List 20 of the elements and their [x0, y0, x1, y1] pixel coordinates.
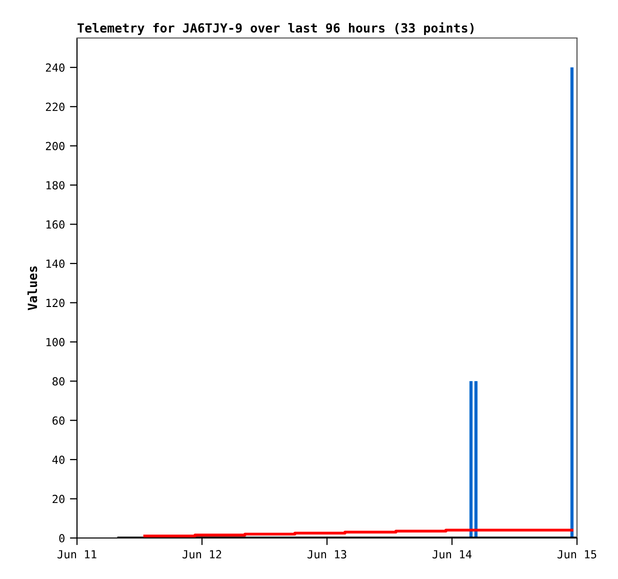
y-axis-title: Values: [27, 266, 38, 310]
y-tick-label: 20: [52, 494, 64, 504]
y-tick-label: 180: [46, 181, 64, 190]
chart-title: Telemetry for JA6TJY-9 over last 96 hours (33 points): [78, 22, 474, 36]
y-tick-label: 80: [52, 377, 64, 386]
y-tick-label: 140: [46, 259, 64, 268]
y-tick-label: 60: [52, 416, 64, 425]
y-tick-label: 40: [52, 456, 64, 464]
y-tick-label: 220: [46, 102, 64, 112]
x-tick-label: Jun 11: [58, 550, 96, 558]
y-tick-label: 0: [59, 534, 64, 542]
y-tick-label: 200: [46, 142, 64, 150]
x-tick-label: Jun 12: [182, 550, 222, 558]
y-tick-label: 240: [46, 63, 64, 72]
x-tick-label: Jun 15: [558, 550, 596, 558]
y-tick-label: 160: [46, 220, 64, 229]
y-tick-label: 100: [46, 338, 64, 346]
y-tick-label: 120: [46, 298, 64, 308]
x-tick-label: Jun 13: [308, 550, 346, 558]
x-tick-label: Jun 14: [432, 550, 472, 558]
